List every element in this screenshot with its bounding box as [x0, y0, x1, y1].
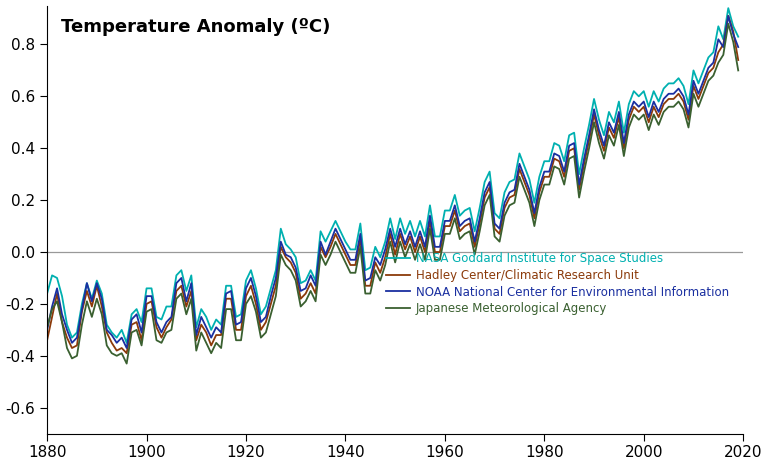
Japanese Meteorological Agency	[122, 361, 131, 366]
Japanese Meteorological Agency	[172, 296, 181, 302]
NASA Goddard Institute for Space Studies	[733, 34, 743, 40]
Hadley Center/Climatic Research Unit	[42, 337, 51, 343]
NOAA National Center for Environmental Information	[82, 281, 91, 286]
Hadley Center/Climatic Research Unit	[82, 288, 91, 294]
NOAA National Center for Environmental Information	[68, 340, 77, 346]
Japanese Meteorological Agency	[391, 260, 400, 265]
NOAA National Center for Environmental Information	[391, 244, 400, 250]
NOAA National Center for Environmental Information	[42, 327, 51, 333]
NASA Goddard Institute for Space Studies	[723, 5, 733, 11]
Hadley Center/Climatic Research Unit	[68, 345, 77, 351]
Text: Temperature Anomaly (ºC): Temperature Anomaly (ºC)	[61, 18, 330, 36]
NASA Goddard Institute for Space Studies	[336, 228, 345, 234]
NASA Goddard Institute for Space Studies	[42, 291, 51, 296]
NASA Goddard Institute for Space Studies	[391, 236, 400, 242]
Legend: NASA Goddard Institute for Space Studies, Hadley Center/Climatic Research Unit, : NASA Goddard Institute for Space Studies…	[382, 248, 733, 320]
NOAA National Center for Environmental Information	[723, 13, 733, 19]
Japanese Meteorological Agency	[68, 356, 77, 361]
NASA Goddard Institute for Space Studies	[82, 281, 91, 286]
Japanese Meteorological Agency	[42, 324, 51, 330]
NASA Goddard Institute for Space Studies	[172, 273, 181, 278]
Hadley Center/Climatic Research Unit	[723, 13, 733, 19]
NOAA National Center for Environmental Information	[172, 281, 181, 286]
Japanese Meteorological Agency	[82, 299, 91, 304]
Hadley Center/Climatic Research Unit	[122, 350, 131, 356]
Japanese Meteorological Agency	[336, 249, 345, 255]
Hadley Center/Climatic Research Unit	[336, 241, 345, 247]
NOAA National Center for Environmental Information	[122, 345, 131, 351]
NASA Goddard Institute for Space Studies	[122, 340, 131, 346]
Japanese Meteorological Agency	[723, 21, 733, 27]
Japanese Meteorological Agency	[112, 353, 121, 359]
Hadley Center/Climatic Research Unit	[733, 57, 743, 63]
NOAA National Center for Environmental Information	[336, 236, 345, 242]
NOAA National Center for Environmental Information	[733, 44, 743, 50]
Line: NOAA National Center for Environmental Information: NOAA National Center for Environmental I…	[47, 16, 738, 348]
NOAA National Center for Environmental Information	[112, 340, 121, 346]
Line: Japanese Meteorological Agency: Japanese Meteorological Agency	[47, 24, 738, 363]
NASA Goddard Institute for Space Studies	[112, 335, 121, 341]
Line: NASA Goddard Institute for Space Studies: NASA Goddard Institute for Space Studies	[47, 8, 738, 343]
Hadley Center/Climatic Research Unit	[172, 288, 181, 294]
NASA Goddard Institute for Space Studies	[68, 335, 77, 341]
Hadley Center/Climatic Research Unit	[391, 252, 400, 257]
Japanese Meteorological Agency	[733, 68, 743, 73]
Line: Hadley Center/Climatic Research Unit: Hadley Center/Climatic Research Unit	[47, 16, 738, 353]
Hadley Center/Climatic Research Unit	[112, 348, 121, 353]
